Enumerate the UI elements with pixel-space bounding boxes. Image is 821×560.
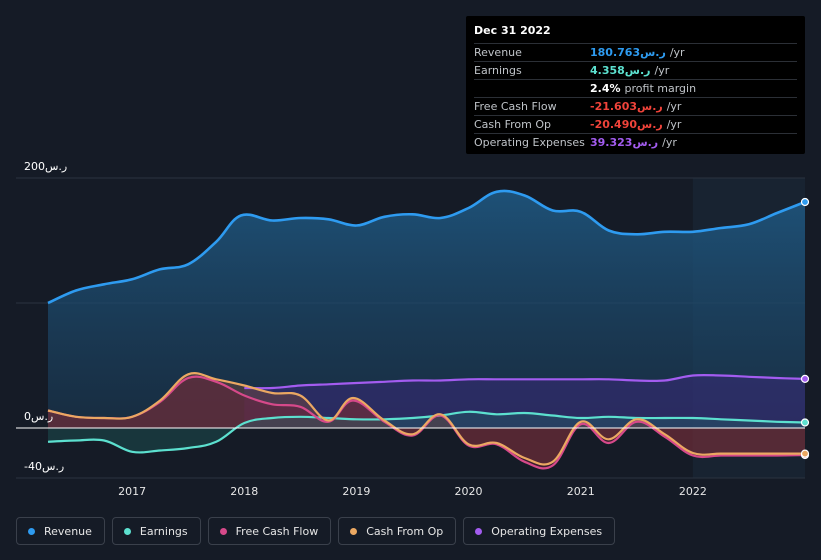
x-tick-label: 2019 (342, 485, 370, 498)
tooltip-row: 2.4% profit margin (474, 80, 797, 98)
x-tick-label: 2022 (679, 485, 707, 498)
tooltip-label: Earnings (474, 64, 522, 77)
series-line-cash-from-op (47, 372, 805, 466)
x-tick-label: 2018 (230, 485, 258, 498)
legend-label: Free Cash Flow (235, 524, 319, 538)
series-end-marker (800, 418, 810, 427)
tooltip-row: Operating Expenses 39.323ر.س/yr (474, 134, 797, 151)
cash-from-op-area (48, 373, 805, 465)
series-end-marker (800, 374, 810, 383)
free-cash-flow-area (48, 376, 805, 469)
tooltip-label: Revenue (474, 46, 522, 59)
series-line-earnings (47, 410, 806, 454)
tooltip-unit: /yr (669, 46, 685, 59)
tooltip-panel: Dec 31 2022 Revenue 180.763ر.س/yr Earnings… (466, 16, 805, 154)
tooltip-row: Free Cash Flow -21.603ر.س/yr (474, 98, 797, 116)
revenue-area (48, 190, 805, 428)
series-end-marker (800, 449, 810, 458)
legend-label: Revenue (44, 524, 92, 538)
legend-dot-icon (28, 527, 35, 535)
tooltip-date: Dec 31 2022 (474, 24, 797, 44)
legend-item-operating-expenses[interactable]: Operating Expenses (463, 517, 616, 545)
tooltip-unit: /yr (654, 64, 670, 77)
tooltip-unit: profit margin (624, 82, 697, 95)
series-line-revenue (47, 189, 806, 305)
legend-item-earnings[interactable]: Earnings (111, 517, 201, 545)
legend-item-cash-from-op[interactable]: Cash From Op (338, 517, 457, 545)
tooltip-label (474, 80, 590, 97)
y-tick-label: 200ر.س (24, 160, 67, 173)
tooltip-row: Earnings 4.358ر.س/yr (474, 62, 797, 80)
series-line-operating-expenses (244, 373, 806, 390)
tooltip-unit: /yr (662, 136, 677, 149)
operating-expenses-area (244, 375, 806, 428)
legend-dot-icon (475, 527, 483, 535)
y-tick-label: 0ر.س (24, 410, 53, 423)
tooltip-unit: /yr (666, 118, 682, 131)
earnings-area (48, 411, 805, 453)
chart-legend: Revenue Earnings Free Cash Flow Cash From O… (16, 517, 622, 545)
tooltip-value: 39.323ر.س (590, 136, 659, 149)
tooltip-value: 4.358ر.س (590, 64, 651, 77)
tooltip-label: Operating Expenses (474, 136, 585, 149)
tooltip-value: 2.4% (590, 82, 621, 95)
tooltip-row: Revenue 180.763ر.س/yr (474, 44, 797, 62)
legend-dot-icon (123, 527, 131, 535)
legend-label: Cash From Op (366, 524, 444, 538)
legend-item-free-cash-flow[interactable]: Free Cash Flow (207, 517, 332, 545)
tooltip-unit: /yr (666, 100, 682, 113)
legend-label: Earnings (139, 524, 188, 538)
legend-item-revenue[interactable]: Revenue (16, 517, 105, 545)
tooltip-value: -20.490ر.س (590, 118, 663, 131)
tooltip-label: Cash From Op (474, 118, 552, 131)
y-tick-label: -40ر.س (24, 460, 64, 473)
legend-dot-icon (219, 527, 227, 535)
tooltip-row: Cash From Op -20.490ر.س/yr (474, 116, 797, 134)
chart-area: 200ر.س 0ر.س -40ر.س 2017 2018 2019 2020 2021 2022 (16, 160, 810, 498)
x-tick-label: 2021 (567, 485, 595, 498)
x-tick-label: 2017 (118, 485, 146, 498)
series-end-marker (800, 197, 810, 207)
tooltip-label: Free Cash Flow (474, 100, 557, 113)
tooltip-value: -21.603ر.س (590, 100, 663, 113)
x-tick-label: 2020 (455, 485, 483, 498)
tooltip-value: 180.763ر.س (590, 46, 666, 59)
legend-label: Operating Expenses (491, 524, 603, 538)
legend-dot-icon (350, 527, 358, 535)
